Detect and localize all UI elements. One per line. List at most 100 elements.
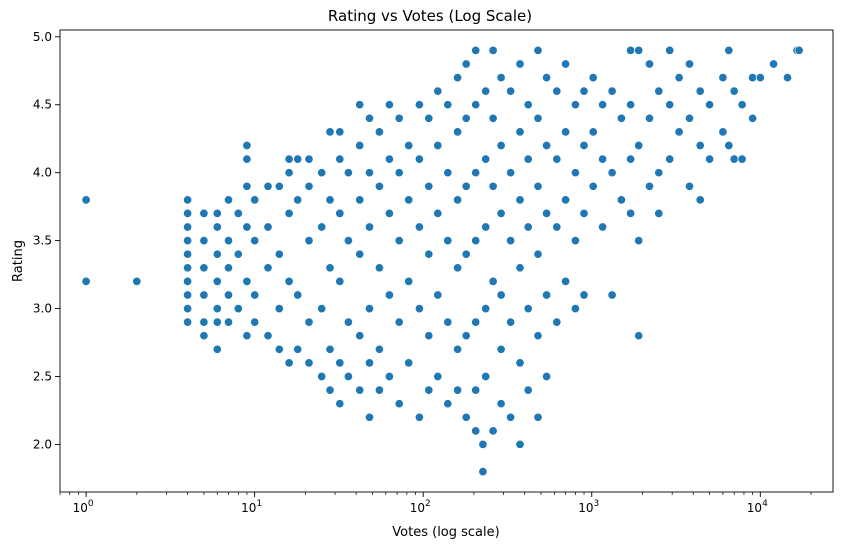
data-point — [471, 317, 481, 327]
data-point — [335, 399, 345, 409]
data-point — [374, 127, 384, 137]
data-point — [233, 208, 243, 218]
data-point — [424, 385, 434, 395]
data-point — [654, 86, 664, 96]
data-point — [748, 73, 758, 83]
data-point — [453, 73, 463, 83]
x-tick-label: 103 — [578, 499, 599, 515]
data-point — [515, 358, 525, 368]
data-point — [199, 236, 209, 246]
data-point — [523, 222, 533, 232]
data-point — [404, 276, 414, 286]
data-point — [394, 168, 404, 178]
data-point — [515, 263, 525, 273]
points-layer — [81, 45, 804, 477]
data-point — [782, 73, 793, 83]
data-point — [394, 317, 404, 327]
data-point — [705, 154, 715, 164]
data-point — [199, 331, 209, 341]
data-point — [588, 181, 598, 191]
data-point — [317, 222, 327, 232]
data-point — [263, 263, 273, 273]
data-point — [317, 371, 327, 382]
data-point — [404, 140, 414, 151]
data-point — [748, 113, 758, 123]
data-point — [355, 100, 365, 110]
data-point — [561, 59, 571, 69]
data-point — [794, 45, 804, 55]
data-point — [183, 317, 193, 327]
data-point — [570, 100, 580, 110]
data-point — [183, 263, 193, 273]
data-point — [404, 358, 414, 368]
data-point — [506, 412, 516, 422]
data-point — [561, 195, 571, 205]
data-point — [729, 86, 739, 96]
data-point — [212, 222, 222, 232]
data-point — [293, 154, 303, 164]
data-point — [506, 168, 516, 178]
data-point — [523, 385, 533, 395]
data-point — [304, 358, 314, 368]
data-point — [570, 236, 580, 246]
x-tick-label: 104 — [747, 499, 768, 515]
data-point — [634, 331, 644, 341]
data-point — [533, 45, 543, 55]
data-point — [598, 100, 608, 110]
x-tick-label: 102 — [410, 499, 431, 515]
data-point — [729, 154, 739, 164]
data-point — [453, 344, 463, 354]
data-point — [274, 249, 284, 259]
data-point — [374, 181, 384, 191]
data-point — [433, 290, 443, 300]
data-point — [443, 399, 453, 409]
data-point — [523, 100, 533, 110]
data-point — [81, 276, 91, 286]
data-point — [212, 208, 222, 218]
data-point — [496, 208, 506, 218]
data-point — [274, 304, 284, 314]
y-tick-label: 4.0 — [33, 166, 52, 180]
data-point — [588, 127, 598, 137]
data-point — [443, 168, 453, 178]
data-point — [684, 181, 695, 191]
data-point — [626, 208, 636, 218]
data-point — [384, 100, 394, 110]
data-point — [684, 59, 695, 69]
data-point — [242, 140, 252, 151]
data-point — [561, 276, 571, 286]
data-point — [506, 317, 516, 327]
data-point — [552, 317, 562, 327]
data-point — [284, 276, 294, 286]
data-point — [579, 86, 589, 96]
data-point — [384, 371, 394, 382]
data-point — [626, 154, 636, 164]
x-tick-label: 100 — [73, 499, 94, 515]
data-point — [488, 181, 498, 191]
y-tick-label: 5.0 — [33, 30, 52, 44]
data-point — [250, 236, 260, 246]
data-point — [644, 181, 655, 191]
data-point — [570, 304, 580, 314]
data-point — [481, 304, 491, 314]
data-point — [607, 86, 617, 96]
data-point — [325, 195, 335, 205]
data-point — [284, 154, 294, 164]
data-point — [433, 371, 443, 382]
data-point — [355, 331, 365, 341]
data-point — [634, 140, 644, 151]
y-tick-label: 3.5 — [33, 234, 52, 248]
data-point — [533, 249, 543, 259]
data-point — [471, 168, 481, 178]
data-point — [705, 100, 715, 110]
data-point — [293, 290, 303, 300]
data-point — [325, 127, 335, 137]
data-point — [488, 276, 498, 286]
data-point — [579, 290, 589, 300]
y-tick-label: 2.5 — [33, 370, 52, 384]
data-point — [394, 236, 404, 246]
data-point — [394, 399, 404, 409]
data-point — [654, 208, 664, 218]
data-point — [598, 222, 608, 232]
data-point — [481, 154, 491, 164]
